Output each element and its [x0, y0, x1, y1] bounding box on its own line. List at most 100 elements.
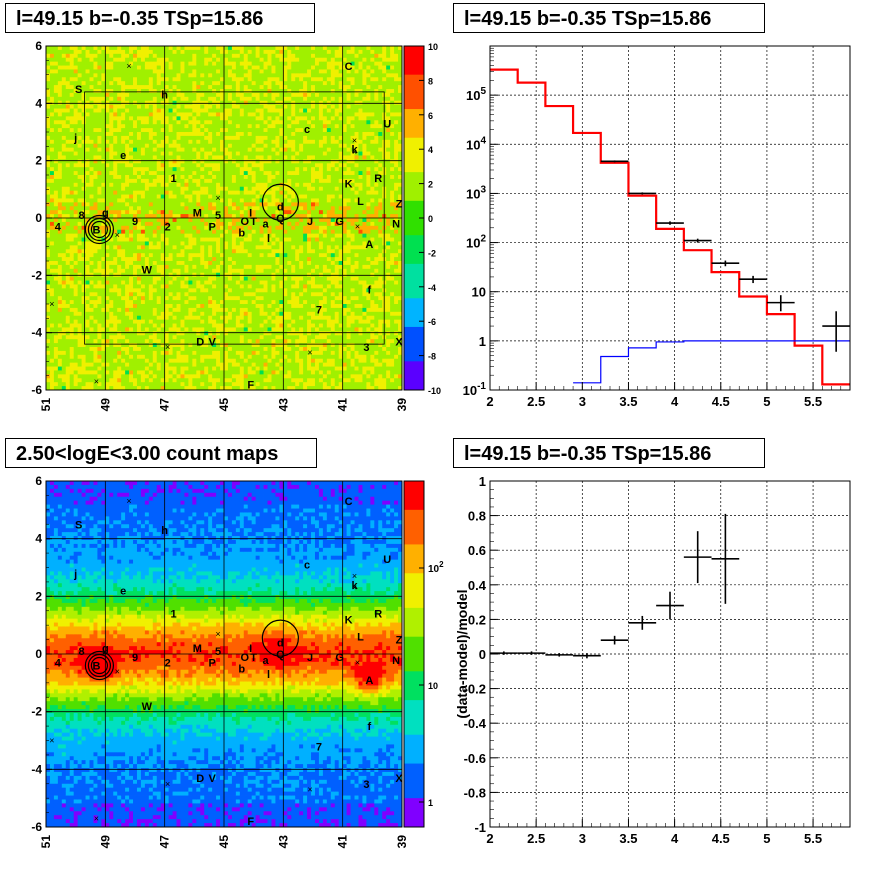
- heatmap-cell: [220, 280, 225, 285]
- heatmap-cell: [188, 116, 193, 121]
- heatmap-cell: [109, 358, 114, 364]
- heatmap-cell: [156, 202, 162, 207]
- heatmap-cell: [227, 147, 233, 152]
- heatmap-cell: [136, 249, 142, 254]
- heatmap-cell: [65, 167, 71, 172]
- heatmap-cell: [212, 307, 217, 313]
- heatmap-cell: [200, 214, 205, 219]
- heatmap-cell: [121, 335, 126, 340]
- heatmap-cell: [49, 315, 55, 321]
- heatmap-cell: [239, 65, 245, 70]
- heatmap-cell: [176, 253, 181, 258]
- heatmap-cell: [255, 139, 260, 145]
- heatmap-cell: [216, 257, 221, 262]
- heatmap-cell: [204, 331, 209, 336]
- heatmap-cell: [239, 175, 245, 180]
- heatmap-cell: [57, 300, 63, 305]
- heatmap-cell: [136, 343, 142, 348]
- heatmap-cell: [208, 194, 213, 199]
- heatmap-cell: [235, 128, 241, 133]
- heatmap-cell: [113, 116, 118, 121]
- heatmap-cell: [180, 175, 185, 180]
- heatmap-cell: [168, 139, 173, 145]
- heatmap-cell: [69, 124, 75, 129]
- heatmap-cell: [156, 194, 162, 199]
- heatmap-cell: [144, 304, 150, 309]
- heatmap-cell: [216, 96, 221, 102]
- heatmap-cell: [49, 108, 55, 113]
- heatmap-cell: [243, 315, 249, 321]
- heatmap-cell: [172, 139, 177, 145]
- heatmap-cell: [212, 272, 217, 278]
- heatmap-cell: [117, 198, 122, 203]
- heatmap-cell: [172, 272, 177, 278]
- heatmap-cell: [176, 307, 181, 313]
- heatmap-cell: [160, 77, 166, 82]
- heatmap-cell: [176, 249, 181, 254]
- heatmap-cell: [164, 124, 170, 129]
- heatmap-cell: [188, 343, 193, 348]
- heatmap-cell: [69, 135, 75, 141]
- heatmap-cell: [192, 128, 197, 133]
- heatmap-cell: [188, 296, 193, 301]
- heatmap-cell: [204, 366, 209, 371]
- heatmap-cell: [267, 49, 272, 55]
- heatmap-cell: [93, 370, 98, 375]
- heatmap-cell: [125, 370, 130, 375]
- heatmap-cell: [263, 167, 268, 172]
- heatmap-cell: [101, 49, 106, 55]
- heatmap-cell: [216, 89, 221, 94]
- heatmap-cell: [101, 167, 106, 172]
- heatmap-cell: [97, 233, 102, 238]
- heatmap-cell: [212, 300, 217, 305]
- heatmap-cell: [61, 296, 67, 301]
- heatmap-cell: [49, 233, 55, 238]
- heatmap-cell: [235, 85, 241, 90]
- heatmap-cell: [57, 221, 63, 227]
- heatmap-cell: [53, 132, 59, 137]
- heatmap-cell: [247, 319, 253, 324]
- heatmap-cell: [69, 163, 75, 168]
- heatmap-cell: [164, 339, 170, 344]
- heatmap-cell: [247, 178, 253, 184]
- heatmap-cell: [152, 198, 158, 203]
- heatmap-cell: [160, 132, 166, 137]
- heatmap-cell: [160, 304, 166, 309]
- heatmap-cell: [227, 61, 233, 66]
- heatmap-cell: [239, 171, 245, 176]
- heatmap-cell: [136, 202, 142, 207]
- heatmap-cell: [255, 237, 260, 242]
- heatmap-cell: [200, 343, 205, 348]
- heatmap-cell: [77, 218, 82, 223]
- heatmap-cell: [89, 323, 94, 328]
- heatmap-cell: [152, 225, 158, 231]
- heatmap-cell: [251, 218, 257, 223]
- heatmap-cell: [212, 276, 217, 281]
- heatmap-cell: [168, 233, 173, 238]
- heatmap-cell: [61, 100, 67, 106]
- heatmap-cell: [267, 167, 272, 172]
- heatmap-cell: [235, 311, 241, 317]
- heatmap-cell: [224, 163, 229, 168]
- heatmap-cell: [251, 46, 257, 51]
- heatmap-cell: [172, 347, 177, 352]
- heatmap-cell: [69, 370, 75, 375]
- heatmap-cell: [247, 151, 253, 156]
- heatmap-cell: [69, 206, 75, 211]
- heatmap-cell: [140, 218, 146, 223]
- heatmap-cell: [57, 143, 63, 149]
- heatmap-cell: [57, 175, 63, 180]
- heatmap-cell: [212, 323, 217, 328]
- heatmap-cell: [49, 147, 55, 152]
- heatmap-cell: [129, 272, 134, 278]
- heatmap-cell: [216, 354, 221, 360]
- heatmap-cell: [267, 85, 272, 90]
- heatmap-cell: [239, 151, 245, 156]
- heatmap-cell: [65, 132, 71, 137]
- heatmap-cell: [212, 350, 217, 356]
- heatmap-cell: [231, 304, 237, 309]
- heatmap-cell: [259, 214, 264, 219]
- heatmap-cell: [144, 139, 150, 145]
- heatmap-cell: [160, 190, 166, 195]
- heatmap-cell: [204, 292, 209, 297]
